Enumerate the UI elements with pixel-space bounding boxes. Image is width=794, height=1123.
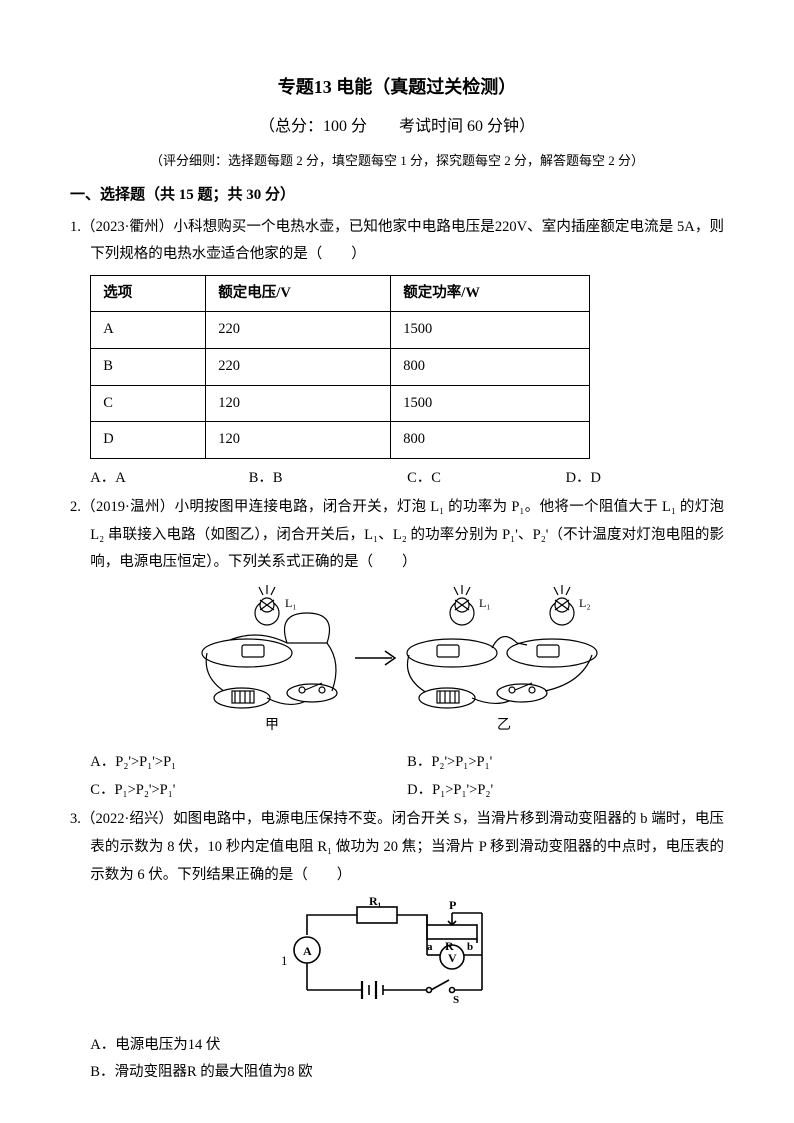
q1-opt-a: A．A [90, 465, 248, 493]
q1-r1c2: 800 [391, 348, 590, 385]
q2-stem: 2.（2019·温州）小明按图甲连接电路，闭合开关，灯泡 L₁ 的功率为 P₁。… [90, 494, 724, 577]
q2-label-l2: L₂ [579, 596, 591, 610]
q3-label-amm: A [303, 944, 312, 958]
q1-th-0: 选项 [91, 275, 206, 312]
q1-th-2: 额定功率/W [391, 275, 590, 312]
q3-label-a: a [427, 941, 433, 953]
q3-label-one: 1 [281, 953, 288, 968]
q2-label-l1: L₁ [285, 596, 297, 610]
section-1-heading: 一、选择题（共 15 题；共 30 分） [70, 181, 724, 210]
q1-stem: 1.（2023·衢州）小科想购买一个电热水壶，已知他家中电路电压是220V、室内… [90, 214, 724, 269]
q3-figure: R₁ P a R b V A S 1 [70, 895, 724, 1026]
q1-r2c0: C [91, 385, 206, 422]
q1-opt-d: D．D [566, 465, 724, 493]
q3-opt-a: A．电源电压为14 伏 [90, 1032, 724, 1060]
q2-label-jia: 甲 [265, 718, 279, 733]
q1-r0c0: A [91, 312, 206, 349]
q1-table: 选项 额定电压/V 额定功率/W A 220 1500 B 220 800 C … [90, 275, 590, 459]
q2-options-row1: A．P₂'>P₁'>P₁ B．P₂'>P₁>P₁' [90, 749, 724, 777]
q1-r2c1: 120 [206, 385, 391, 422]
q1-r0c1: 220 [206, 312, 391, 349]
q2-opt-a: A．P₂'>P₁'>P₁ [90, 749, 407, 777]
scoring-rubric: （评分细则：选择题每题 2 分，填空题每空 1 分，探究题每空 2 分，解答题每… [70, 149, 724, 174]
q2-figure: L₁ 甲 [70, 583, 724, 744]
q3-opt-b: B．滑动变阻器R 的最大阻值为8 欧 [90, 1059, 724, 1087]
q1-r1c0: B [91, 348, 206, 385]
q3-label-b: b [467, 941, 473, 953]
question-1: 1.（2023·衢州）小科想购买一个电热水壶，已知他家中电路电压是220V、室内… [70, 214, 724, 492]
q2-opt-c: C．P₁>P₂'>P₁' [90, 777, 407, 805]
q3-label-v: V [448, 951, 457, 965]
page-title: 专题13 电能（真题过关检测） [70, 70, 724, 104]
q1-options: A．A B．B C．C D．D [90, 465, 724, 493]
q1-r1c1: 220 [206, 348, 391, 385]
q2-opt-b: B．P₂'>P₁>P₁' [407, 749, 724, 777]
q1-th-1: 额定电压/V [206, 275, 391, 312]
q2-label-yi: 乙 [497, 717, 511, 733]
q1-r0c2: 1500 [391, 312, 590, 349]
q2-label-l1b: L₁ [479, 596, 491, 610]
q1-r3c1: 120 [206, 422, 391, 459]
q1-opt-b: B．B [249, 465, 407, 493]
q3-stem: 3.（2022·绍兴）如图电路中，电源电压保持不变。闭合开关 S，当滑片移到滑动… [90, 806, 724, 889]
q3-label-p: P [449, 898, 456, 912]
q3-label-r1: R₁ [369, 895, 382, 908]
q3-label-s: S [453, 994, 459, 1006]
q2-options-row2: C．P₁>P₂'>P₁' D．P₁>P₁'>P₂' [90, 777, 724, 805]
page-subtitle: （总分：100 分 考试时间 60 分钟） [70, 112, 724, 142]
q1-r2c2: 1500 [391, 385, 590, 422]
q1-opt-c: C．C [407, 465, 565, 493]
question-3: 3.（2022·绍兴）如图电路中，电源电压保持不变。闭合开关 S，当滑片移到滑动… [70, 806, 724, 1086]
question-2: 2.（2019·温州）小明按图甲连接电路，闭合开关，灯泡 L₁ 的功率为 P₁。… [70, 494, 724, 804]
q1-r3c0: D [91, 422, 206, 459]
q1-r3c2: 800 [391, 422, 590, 459]
q2-opt-d: D．P₁>P₁'>P₂' [407, 777, 724, 805]
